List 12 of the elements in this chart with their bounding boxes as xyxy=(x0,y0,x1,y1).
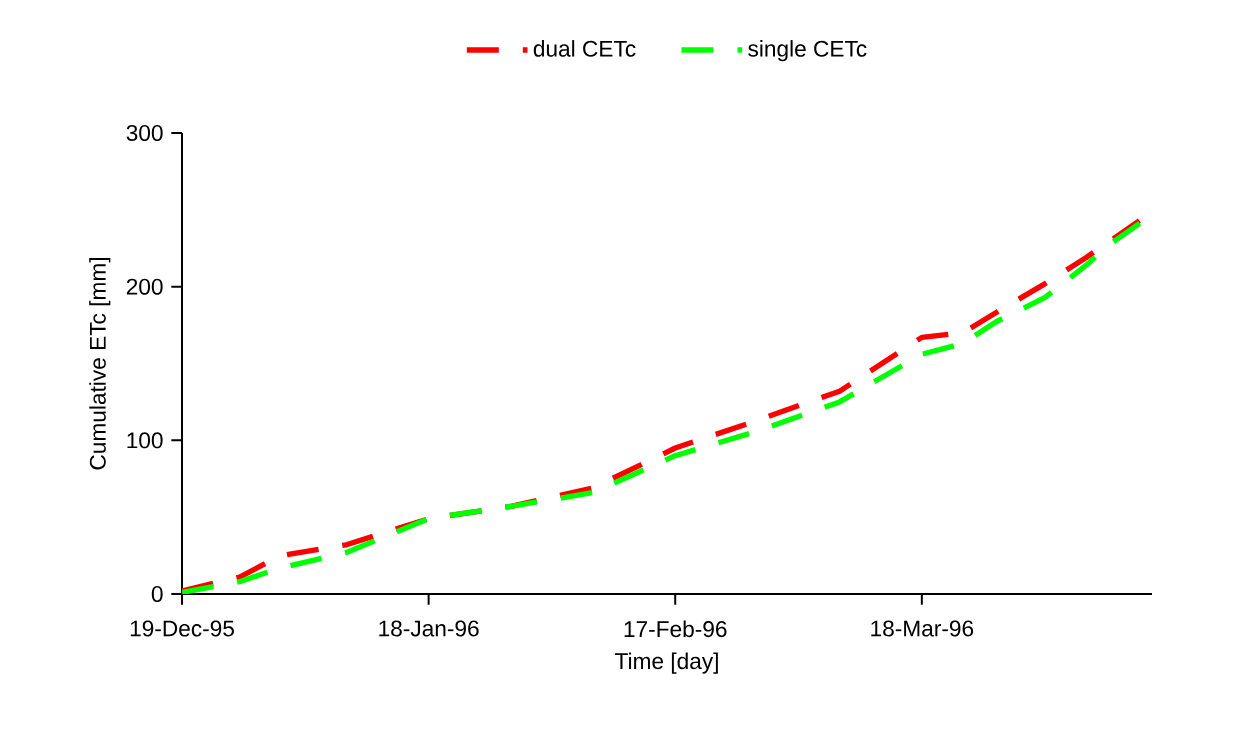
legend-label: dual CETc xyxy=(533,40,636,57)
y-tick-label: 300 xyxy=(126,124,163,142)
y-tick-label: 200 xyxy=(126,278,163,295)
y-tick-label: 0 xyxy=(151,585,163,603)
y-axis-title: Cumulative ETc [mm] xyxy=(89,258,111,470)
x-axis-title: Time [day] xyxy=(615,652,718,674)
x-tick-label: 19-Dec-95 xyxy=(130,620,234,637)
x-tick-label: 18-Jan-96 xyxy=(379,620,479,637)
legend-label: single CETc xyxy=(748,40,867,62)
y-tick-label: 100 xyxy=(127,432,163,449)
x-tick-label: 18-Mar-96 xyxy=(871,620,974,637)
x-tick-label: 17-Feb-96 xyxy=(624,620,727,638)
